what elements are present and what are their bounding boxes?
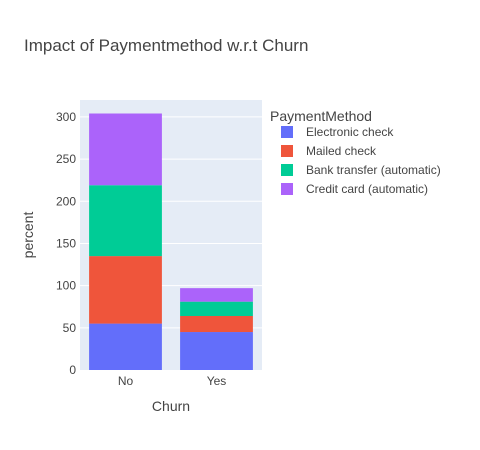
bar-yes-electronic-check: [180, 332, 253, 370]
y-tick-label: 50: [63, 321, 77, 335]
legend-item-label: Electronic check: [306, 125, 394, 139]
x-tick-label: Yes: [207, 374, 227, 388]
x-tick-label: No: [118, 374, 134, 388]
legend-swatch: [281, 126, 293, 138]
legend: PaymentMethod Electronic check Mailed che…: [270, 108, 441, 196]
bar-no-mailed-check: [89, 256, 162, 324]
legend-title: PaymentMethod: [270, 108, 372, 124]
y-tick-label: 0: [69, 363, 76, 377]
bar-no-bank-transfer-automatic: [89, 185, 162, 257]
bars: [89, 113, 253, 370]
legend-swatch: [281, 164, 293, 176]
legend-item-label: Mailed check: [306, 144, 377, 158]
y-tick-label: 250: [56, 152, 76, 166]
y-axis-ticks: 0 50 100 150 200 250 300: [56, 110, 76, 377]
chart-title: Impact of Paymentmethod w.r.t Churn: [24, 36, 308, 55]
y-tick-label: 100: [56, 279, 76, 293]
x-axis-title: Churn: [152, 398, 190, 414]
bar-yes-bank-transfer-automatic: [180, 301, 253, 316]
y-tick-label: 150: [56, 236, 76, 250]
x-axis-ticks: No Yes: [118, 374, 226, 388]
y-tick-label: 300: [56, 110, 76, 124]
legend-swatch: [281, 145, 293, 157]
legend-swatch: [281, 183, 293, 195]
bar-no-credit-card-automatic: [89, 113, 162, 186]
bar-yes-mailed-check: [180, 316, 253, 333]
bar-yes-credit-card-automatic: [180, 288, 253, 302]
y-tick-label: 200: [56, 194, 76, 208]
y-axis-title: percent: [20, 212, 36, 259]
legend-item-label: Bank transfer (automatic): [306, 163, 441, 177]
legend-item-label: Credit card (automatic): [306, 182, 428, 196]
bar-no-electronic-check: [89, 323, 162, 370]
